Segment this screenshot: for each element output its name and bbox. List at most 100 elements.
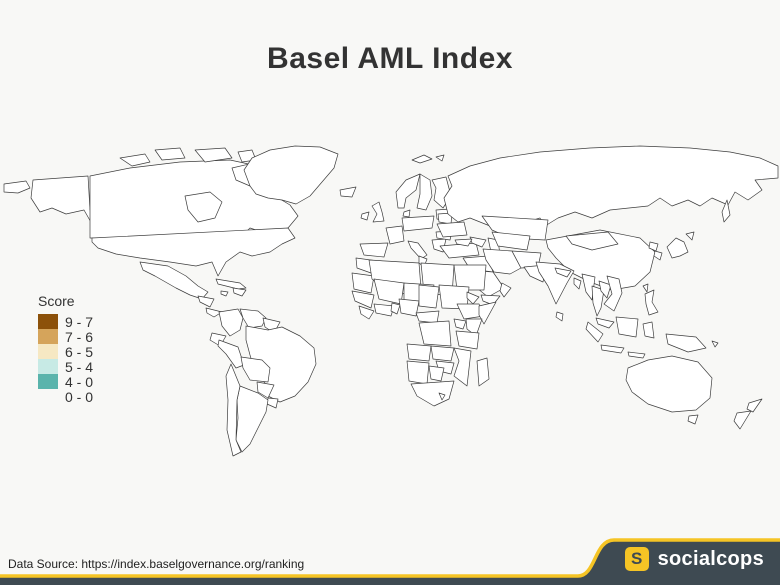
- country-jamaica: [220, 290, 229, 297]
- country-china: [545, 229, 656, 291]
- country-angola: [406, 343, 432, 362]
- country-svalbard: [411, 154, 433, 164]
- country-iceland: [339, 186, 357, 198]
- legend-label: 6 - 5: [65, 343, 94, 360]
- country-hispaniola: [232, 287, 247, 297]
- country-ukraine: [436, 221, 468, 238]
- legend-label: 7 - 6: [65, 328, 94, 345]
- country-greenland: [243, 145, 339, 205]
- country-colombia: [218, 308, 244, 337]
- country-peru: [217, 339, 245, 369]
- legend-swatch: [38, 314, 58, 329]
- country-laos: [598, 280, 612, 299]
- country-madagascar: [476, 357, 490, 387]
- country-panama-costa-rica: [205, 307, 223, 318]
- country-mongolia: [565, 231, 619, 251]
- country-senegal-guinea: [351, 290, 375, 309]
- country-venezuela: [239, 308, 267, 329]
- country-new-guinea: [665, 333, 707, 353]
- country-borneo: [615, 316, 639, 338]
- legend-label: 4 - 0: [65, 373, 94, 390]
- country-drc: [418, 320, 452, 347]
- legend-row: 5 - 4: [38, 358, 94, 375]
- legend-label: 0 - 0: [65, 388, 94, 405]
- country-caucasus: [469, 236, 487, 248]
- country-sri-lanka: [555, 311, 564, 322]
- country-chile: [225, 363, 242, 457]
- country-australia: [625, 355, 713, 413]
- country-iberia: [359, 242, 389, 258]
- country-usa: [91, 227, 296, 277]
- country-botswana: [428, 365, 445, 382]
- country-south-africa: [410, 380, 455, 407]
- country-argentina: [235, 385, 269, 453]
- country-ivory-coast-ghana: [373, 303, 395, 317]
- page-title: Basel AML Index: [267, 42, 513, 75]
- country-sierra-leone-liberia: [358, 305, 375, 320]
- footer-bar: [0, 538, 780, 585]
- country-tasmania: [687, 414, 699, 425]
- legend-row: 6 - 5: [38, 343, 94, 360]
- country-cuba: [215, 278, 247, 290]
- country-alaska: [30, 175, 101, 225]
- country-sweden: [416, 173, 433, 211]
- country-eritrea: [466, 291, 480, 305]
- country-north-korea: [648, 241, 659, 252]
- country-ireland: [360, 211, 370, 221]
- legend-label: 5 - 4: [65, 358, 94, 375]
- country-mauritania: [351, 272, 375, 294]
- legend-swatch: [38, 344, 58, 359]
- legend-title: Score: [38, 293, 75, 309]
- country-benin-togo: [390, 302, 401, 315]
- legend-label: 9 - 7: [65, 313, 94, 330]
- country-uganda: [453, 318, 467, 330]
- country-new-zealand-north: [746, 398, 763, 413]
- country-uk: [371, 201, 385, 223]
- country-guatemala-honduras: [197, 295, 215, 308]
- legend-row: 9 - 7: [38, 313, 94, 330]
- country-bangladesh: [573, 277, 582, 290]
- country-lesser-sunda: [627, 351, 646, 359]
- legend-swatch: [38, 329, 58, 344]
- country-central-asia: [491, 231, 531, 251]
- data-source-text: Data Source: https://index.baselgovernan…: [8, 557, 305, 571]
- country-myanmar: [581, 273, 596, 301]
- country-lesotho: [438, 392, 446, 401]
- country-vietnam-cambodia: [603, 275, 623, 312]
- country-bolivia: [240, 356, 271, 383]
- water-hudson-bay: [184, 191, 223, 223]
- country-nigeria: [398, 298, 420, 317]
- socialcops-brand-name: socialcops: [657, 547, 764, 570]
- legend-swatch: [38, 374, 58, 389]
- country-svalbard: [435, 154, 445, 162]
- country-oman: [499, 282, 512, 298]
- water-black-sea: [454, 238, 473, 247]
- legend: Score 9 - 7 7 - 6 6 - 5 5 - 4 4 - 0 0 - …: [38, 293, 94, 405]
- legend-row: 0 - 0: [38, 388, 94, 405]
- country-uruguay: [266, 397, 279, 409]
- country-solomons: [711, 340, 719, 348]
- socialcops-brand: S socialcops: [624, 541, 764, 577]
- country-new-zealand-south: [733, 410, 752, 430]
- country-taiwan: [642, 283, 649, 293]
- socialcops-logo-badge: S: [624, 547, 649, 571]
- country-namibia: [406, 360, 430, 385]
- country-egypt: [453, 264, 487, 291]
- country-tanzania: [455, 330, 480, 350]
- country-philippines: [644, 289, 659, 316]
- footer-accent-line: [0, 538, 780, 578]
- country-hokkaido: [685, 231, 695, 241]
- country-italy: [407, 240, 428, 260]
- country-chukotka-west: [3, 180, 31, 194]
- country-mexico: [139, 261, 209, 300]
- country-arctic-island: [119, 153, 151, 167]
- country-malaysia: [595, 317, 615, 329]
- country-cameroon-car: [415, 310, 440, 324]
- country-chad: [418, 284, 440, 309]
- country-sakhalin: [721, 199, 731, 223]
- country-south-korea: [653, 250, 663, 261]
- country-turkey: [439, 242, 480, 259]
- legend-row: 4 - 0: [38, 373, 94, 390]
- country-nepal: [554, 267, 572, 278]
